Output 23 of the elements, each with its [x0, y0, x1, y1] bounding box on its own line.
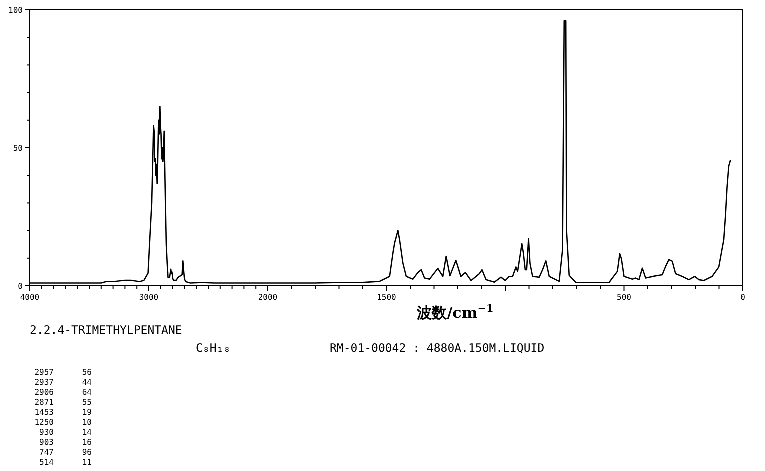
text: 903 16	[40, 438, 92, 447]
text: RM-01-00042 : 4880A.150M.LIQUID	[330, 341, 545, 355]
y-tick-label: 0	[18, 282, 24, 291]
x-tick-label: 4000	[20, 293, 40, 302]
x-tick-label: 500	[617, 293, 632, 302]
x-tick-label: 2000	[258, 293, 278, 302]
x-tick-label: 3000	[139, 293, 159, 302]
text: 1453 19	[34, 408, 92, 417]
text: 514 11	[40, 458, 92, 467]
text: 2957 56	[34, 368, 92, 377]
y-tick-label: 50	[13, 144, 24, 153]
x-tick-label: 1500	[377, 293, 397, 302]
text: 2937 44	[34, 378, 92, 387]
x-axis-title: 波数/cm$^{−1}$	[416, 303, 494, 322]
text: 930 14	[40, 428, 92, 437]
y-tick-label: 100	[8, 6, 24, 15]
text: 2.2.4-TRIMETHYLPENTANE	[30, 323, 182, 337]
text: 1250 10	[34, 418, 92, 427]
text: 747 96	[40, 448, 92, 457]
x-tick-label: 0	[740, 293, 746, 302]
text: C₈H₁₈	[196, 341, 231, 355]
text: 2871 55	[34, 398, 92, 407]
text: 2906 64	[34, 388, 92, 397]
